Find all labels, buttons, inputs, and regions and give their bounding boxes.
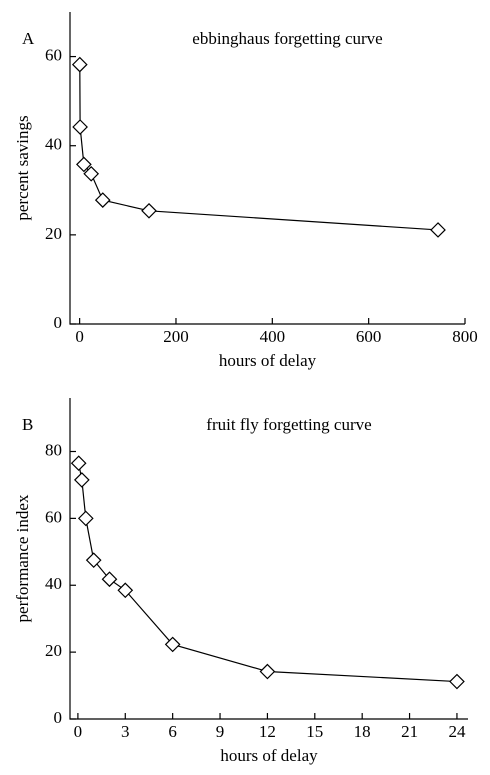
y-tick-label: 80 bbox=[45, 440, 62, 459]
data-point bbox=[71, 56, 88, 73]
data-point bbox=[76, 156, 92, 173]
y-tick-label: 60 bbox=[45, 507, 62, 526]
data-point bbox=[83, 165, 100, 182]
data-point bbox=[70, 455, 87, 472]
data-point bbox=[259, 663, 276, 680]
y-axis-label: percent savings bbox=[13, 115, 32, 220]
y-tick-label: 40 bbox=[45, 574, 62, 593]
panel-label: B bbox=[22, 415, 33, 434]
x-tick-label: 0 bbox=[74, 722, 83, 741]
data-point bbox=[72, 119, 88, 135]
data-point bbox=[94, 192, 111, 208]
y-tick-label: 20 bbox=[45, 224, 62, 243]
data-point bbox=[85, 552, 102, 569]
data-point bbox=[101, 571, 118, 588]
x-tick-label: 15 bbox=[306, 722, 323, 741]
x-tick-label: 3 bbox=[121, 722, 130, 741]
y-axis-label: performance index bbox=[13, 494, 32, 622]
data-point bbox=[77, 510, 94, 527]
x-tick-label: 18 bbox=[354, 722, 371, 741]
y-tick-label: 40 bbox=[45, 135, 62, 154]
data-point bbox=[449, 673, 465, 690]
x-tick-label: 0 bbox=[75, 327, 84, 346]
data-point bbox=[141, 202, 157, 219]
x-axis-label: hours of delay bbox=[219, 351, 317, 370]
data-point bbox=[164, 636, 181, 653]
x-tick-label: 600 bbox=[356, 327, 382, 346]
data-point bbox=[73, 472, 90, 488]
x-tick-label: 200 bbox=[163, 327, 189, 346]
data-line bbox=[79, 64, 439, 231]
x-tick-label: 12 bbox=[259, 722, 276, 741]
x-tick-label: 400 bbox=[260, 327, 286, 346]
x-tick-label: 6 bbox=[168, 722, 177, 741]
data-point bbox=[117, 582, 134, 599]
x-tick-label: 24 bbox=[448, 722, 466, 741]
x-axis-label: hours of delay bbox=[220, 746, 318, 765]
y-tick-label: 20 bbox=[45, 641, 62, 660]
data-line bbox=[78, 463, 457, 683]
chart-title: ebbinghaus forgetting curve bbox=[192, 29, 382, 48]
data-point bbox=[430, 222, 446, 238]
chart-title: fruit fly forgetting curve bbox=[206, 415, 371, 434]
x-tick-label: 800 bbox=[452, 327, 478, 346]
x-tick-label: 21 bbox=[401, 722, 418, 741]
panel-label: A bbox=[22, 29, 35, 48]
y-tick-label: 0 bbox=[54, 313, 63, 332]
y-tick-label: 60 bbox=[45, 45, 62, 64]
x-tick-label: 9 bbox=[216, 722, 225, 741]
axes bbox=[69, 12, 465, 325]
y-tick-label: 0 bbox=[54, 708, 63, 727]
